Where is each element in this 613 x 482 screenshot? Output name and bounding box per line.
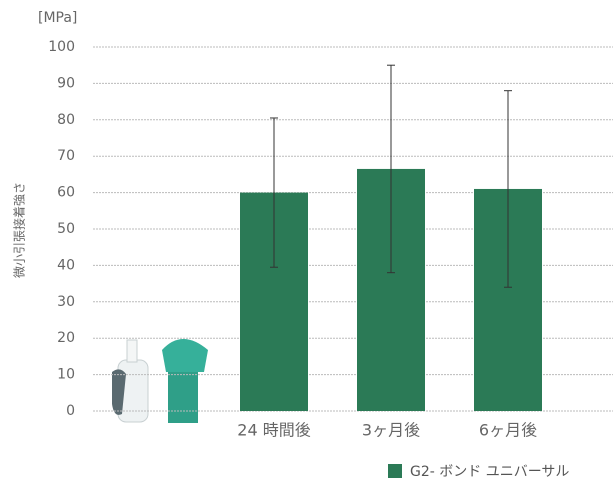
error-bar bbox=[387, 64, 395, 274]
error-bar bbox=[270, 117, 278, 268]
bottle-illustration bbox=[112, 339, 208, 423]
x-tick-label: 3ヶ月後 bbox=[362, 421, 420, 440]
y-tick-label: 0 bbox=[66, 403, 75, 419]
y-tick-label: 40 bbox=[57, 257, 75, 273]
legend-label: G2- ボンド ユニバーサル bbox=[410, 464, 569, 480]
y-tick-label: 10 bbox=[57, 367, 75, 383]
x-tick-label: 24 時間後 bbox=[237, 421, 310, 440]
y-tick-label: 50 bbox=[57, 221, 75, 237]
legend-swatch bbox=[388, 464, 402, 478]
x-tick-label: 6ヶ月後 bbox=[479, 421, 537, 440]
y-tick-label: 20 bbox=[57, 330, 75, 346]
y-tick-label: 60 bbox=[57, 185, 75, 201]
y-tick-label: 80 bbox=[57, 112, 75, 128]
y-tick-label: 30 bbox=[57, 294, 75, 310]
y-tick-label: 70 bbox=[57, 148, 75, 164]
y-unit: [MPa] bbox=[38, 10, 77, 26]
y-tick-label: 100 bbox=[48, 39, 75, 55]
y-axis-label: 微小引張接着強さ bbox=[12, 182, 27, 278]
y-tick-label: 90 bbox=[57, 75, 75, 91]
error-bar bbox=[504, 90, 512, 288]
